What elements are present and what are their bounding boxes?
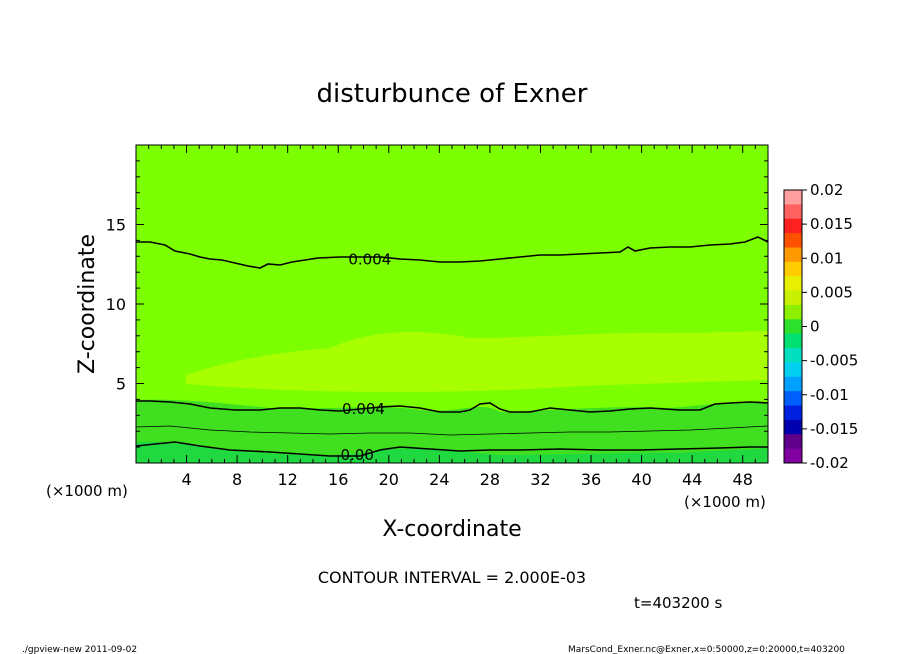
colorbar-tick-label: 0.01 (810, 249, 843, 267)
contour-label: 0.004 (342, 400, 385, 418)
plot-area: 0.004 0.004 0.00 (135, 144, 769, 464)
axis-unit-left: (×1000 m) (46, 482, 128, 500)
contour-label: 0.00 (340, 446, 373, 464)
colorbar-tick-label: 0.02 (810, 181, 843, 199)
x-tick-label: 12 (278, 470, 298, 489)
colorbar-swatch (784, 304, 802, 320)
colorbar-swatch (784, 276, 802, 292)
contour-interval-text: CONTOUR INTERVAL = 2.000E-03 (318, 568, 586, 587)
colorbar-tick-label: -0.01 (810, 386, 849, 404)
colorbar-swatch (784, 190, 802, 205)
footer-left: ./gpview-new 2011-09-02 (22, 645, 137, 654)
colorbar-swatch (784, 362, 802, 378)
chart-title: disturbunce of Exner (317, 79, 588, 109)
footer-right: MarsCond_Exner.nc@Exner,x=0:50000,z=0:20… (568, 645, 845, 654)
y-tick-label: 5 (116, 375, 126, 394)
field-bottom-band (136, 441, 768, 463)
colorbar-swatch (784, 247, 802, 263)
colorbar-tick-label: 0.015 (810, 215, 853, 233)
axis-ticks (136, 145, 768, 463)
colorbar-swatch (784, 348, 802, 363)
contour-labels: 0.004 0.004 0.00 (340, 250, 391, 464)
x-tick-label: 48 (733, 470, 753, 489)
contour-label: 0.004 (348, 250, 391, 268)
x-tick-label: 36 (581, 470, 601, 489)
colorbar-swatch (784, 391, 802, 407)
contour-line-thin (135, 425, 769, 436)
y-axis-title: Z-coordinate (75, 234, 100, 374)
x-tick-label: 8 (232, 470, 242, 489)
contour-line-zero (135, 441, 768, 457)
x-axis-title: X-coordinate (382, 517, 521, 542)
field-lower-band (136, 399, 768, 463)
colorbar-swatch (784, 319, 802, 335)
colorbar-tick-label: 0.005 (810, 283, 853, 301)
x-tick-label: 24 (429, 470, 449, 489)
field-upper-band (186, 331, 768, 392)
colorbar-tick-label: -0.005 (810, 352, 858, 370)
time-text: t=403200 s (634, 594, 722, 612)
colorbar-swatch (784, 261, 802, 277)
colorbar-swatch (784, 204, 802, 220)
axis-unit-right: (×1000 m) (684, 493, 766, 511)
x-tick-label: 16 (328, 470, 348, 489)
colorbar-tick-label: 0 (810, 318, 820, 336)
colorbar-swatch (784, 333, 802, 349)
colorbar-swatch (784, 434, 802, 450)
colorbar-tick-label: -0.015 (810, 420, 858, 438)
y-tick-label: 15 (106, 216, 126, 235)
colorbar-swatch (784, 405, 802, 421)
colorbar-swatch (784, 233, 802, 248)
contour-line-lower (136, 400, 769, 413)
y-tick-label: 10 (106, 295, 126, 314)
x-tick-label: 4 (181, 470, 191, 489)
colorbar-swatch (784, 290, 802, 306)
colorbar-swatch (784, 376, 802, 392)
x-tick-label: 44 (682, 470, 702, 489)
colorbar-swatch (784, 419, 802, 435)
colorbar-swatch (784, 218, 802, 234)
x-tick-label: 28 (480, 470, 500, 489)
x-tick-label: 32 (530, 470, 550, 489)
colorbar-swatch (784, 448, 802, 464)
colorbar: 0.02 0.015 0.01 0.005 0 -0.005 -0.01 -0.015 -0.0… (783, 181, 858, 472)
colorbar-tick-label: -0.02 (810, 454, 849, 472)
contour-line-upper (136, 236, 769, 269)
x-tick-label: 40 (631, 470, 651, 489)
x-tick-label: 20 (379, 470, 399, 489)
